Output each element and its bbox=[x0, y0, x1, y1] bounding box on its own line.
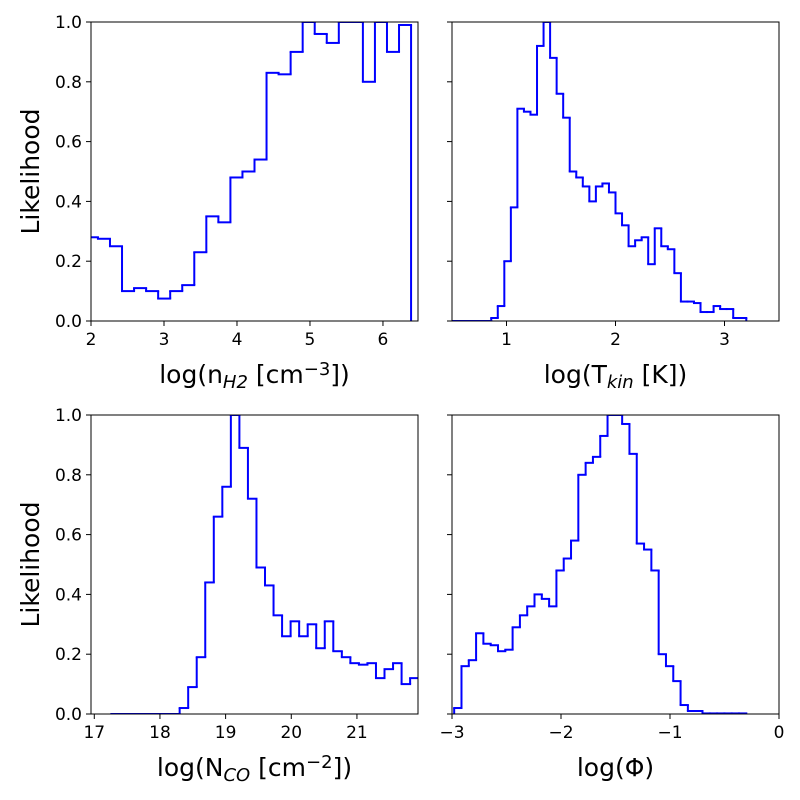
y-tick-label: 0.6 bbox=[55, 133, 82, 153]
x-axis-label-part: log(T bbox=[544, 360, 608, 389]
x-tick-label: 4 bbox=[232, 330, 243, 350]
axes-frame bbox=[90, 21, 419, 322]
x-axis-label-part: log(N bbox=[157, 753, 224, 782]
x-tick-label: 3 bbox=[719, 330, 730, 350]
y-tick-label: 0.0 bbox=[55, 312, 82, 332]
x-tick-label: 1 bbox=[501, 330, 512, 350]
y-tick-label: 0.4 bbox=[55, 585, 82, 605]
y-tick-label: 0.4 bbox=[55, 192, 82, 212]
x-tick-label: −1 bbox=[657, 723, 682, 743]
y-tick-label: 1.0 bbox=[55, 406, 82, 426]
x-axis-label-part: −3 bbox=[304, 359, 331, 380]
x-axis-label-part: ]) bbox=[333, 753, 353, 782]
y-axis-label: Likelihood bbox=[16, 501, 45, 627]
y-tick-label: 0.8 bbox=[55, 73, 82, 93]
x-axis-label-part: kin bbox=[607, 372, 634, 393]
x-tick-label: 18 bbox=[149, 723, 171, 743]
x-axis-label-part: [cm bbox=[248, 360, 304, 389]
axes-frame bbox=[451, 414, 780, 715]
x-tick-label: 20 bbox=[280, 723, 302, 743]
x-tick-label: 2 bbox=[610, 330, 621, 350]
plot-area bbox=[91, 22, 413, 321]
x-tick-label: −2 bbox=[548, 723, 573, 743]
x-axis-label-part: ]) bbox=[330, 360, 350, 389]
y-tick-label: 0.2 bbox=[55, 645, 82, 665]
plot-area bbox=[110, 415, 418, 714]
x-tick-label: 2 bbox=[86, 330, 97, 350]
x-axis-label: log(nH2 [cm−3]) bbox=[159, 359, 350, 393]
axes-frame bbox=[90, 414, 419, 715]
x-tick-label: 5 bbox=[305, 330, 316, 350]
x-tick-label: 0 bbox=[774, 723, 785, 743]
y-tick-label: 0.8 bbox=[55, 466, 82, 486]
y-tick-label: 0.0 bbox=[55, 705, 82, 725]
x-axis-label-part: CO bbox=[223, 765, 250, 786]
x-axis-label-part: log(Φ) bbox=[577, 753, 654, 782]
x-tick-label: 19 bbox=[215, 723, 237, 743]
y-tick-label: 1.0 bbox=[55, 13, 82, 33]
x-tick-label: 21 bbox=[346, 723, 368, 743]
x-tick-label: 17 bbox=[83, 723, 105, 743]
y-tick-label: 0.2 bbox=[55, 252, 82, 272]
x-axis-label-part: H2 bbox=[223, 372, 248, 393]
y-axis-label: Likelihood bbox=[16, 108, 45, 234]
x-axis-label-part: [K]) bbox=[634, 360, 688, 389]
x-axis-label: log(Tkin [K]) bbox=[544, 360, 688, 393]
y-tick-label: 0.6 bbox=[55, 526, 82, 546]
x-axis-label-part: [cm bbox=[250, 753, 306, 782]
x-tick-label: −3 bbox=[439, 723, 464, 743]
x-axis-label: log(NCO [cm−2]) bbox=[157, 752, 352, 786]
axes-frame bbox=[451, 21, 780, 322]
x-tick-label: 6 bbox=[378, 330, 389, 350]
x-axis-label-part: −2 bbox=[306, 752, 333, 773]
x-tick-label: 3 bbox=[159, 330, 170, 350]
plot-area bbox=[452, 22, 748, 321]
x-axis-label-part: log(n bbox=[159, 360, 223, 389]
plot-area bbox=[453, 415, 748, 714]
x-axis-label: log(Φ) bbox=[577, 753, 654, 782]
